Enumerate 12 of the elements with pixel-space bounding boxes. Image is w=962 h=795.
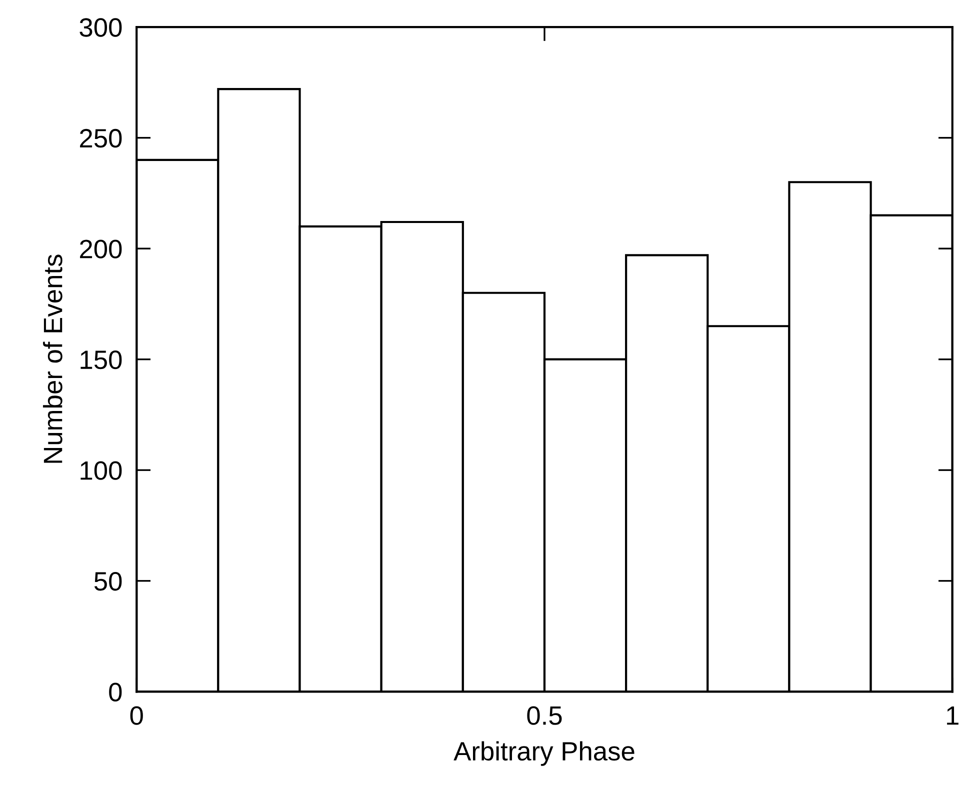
x-tick-label: 0: [130, 706, 143, 725]
y-tick-label: 150: [80, 350, 122, 370]
y-tick-label: 250: [80, 128, 122, 148]
x-tick-label: 1: [947, 706, 958, 725]
y-tick-label: 300: [80, 18, 122, 37]
y-tick-label: 200: [80, 240, 122, 258]
y-tick-label: 100: [80, 461, 122, 480]
y-tick-label: 0: [109, 682, 122, 702]
y-tick-label: 50: [94, 572, 122, 591]
x-tick-label: 0.5: [527, 706, 562, 725]
y-axis-title: Number of Events: [42, 254, 62, 463]
x-axis-title: Arbitrary Phase: [454, 741, 634, 766]
